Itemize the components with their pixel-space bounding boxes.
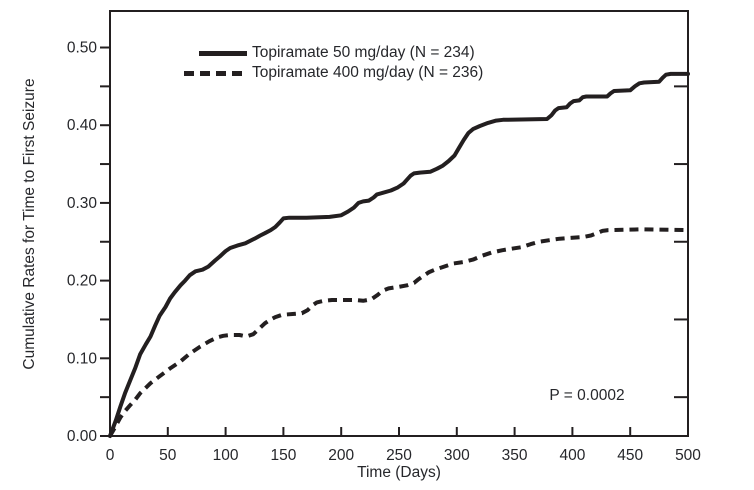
legend-solid-line-swatch (199, 50, 247, 56)
x-tick-label: 450 (617, 447, 643, 464)
x-tick-label: 400 (559, 447, 585, 464)
x-tick-label: 100 (213, 447, 239, 464)
curve-topiramate-400mg (108, 227, 689, 437)
x-tick-label: 500 (675, 447, 701, 464)
x-tick-label: 0 (106, 447, 115, 464)
legend-label-400mg: Topiramate 400 mg/day (N = 236) (252, 64, 484, 81)
legend-label-50mg: Topiramate 50 mg/day (N = 234) (252, 44, 475, 61)
legend: Topiramate 50 mg/day (N = 234) Topiramat… (184, 43, 483, 83)
x-tick-label: 50 (159, 447, 177, 464)
x-axis-title: Time (Days) (357, 464, 441, 481)
x-tick-label: 350 (502, 447, 528, 464)
legend-row-50mg: Topiramate 50 mg/day (N = 234) (184, 43, 483, 63)
x-tick-label: 150 (270, 447, 296, 464)
legend-dashed-line-swatch (184, 70, 247, 76)
x-tick-label: 300 (444, 447, 470, 464)
legend-row-400mg: Topiramate 400 mg/day (N = 236) (184, 63, 483, 83)
p-value-annotation: P = 0.0002 (549, 387, 625, 404)
y-tick-label: 0.30 (67, 195, 98, 212)
x-tick-label: 250 (386, 447, 412, 464)
x-tick-label: 200 (328, 447, 354, 464)
y-tick-label: 0.40 (67, 117, 98, 134)
y-axis-title: Cumulative Rates for Time to First Seizu… (21, 78, 38, 370)
y-tick-label: 0.50 (67, 40, 98, 57)
y-tick-label: 0.00 (67, 428, 98, 445)
y-tick-label: 0.10 (67, 350, 98, 367)
y-tick-label: 0.20 (67, 273, 98, 290)
curve-topiramate-50mg (108, 71, 690, 438)
